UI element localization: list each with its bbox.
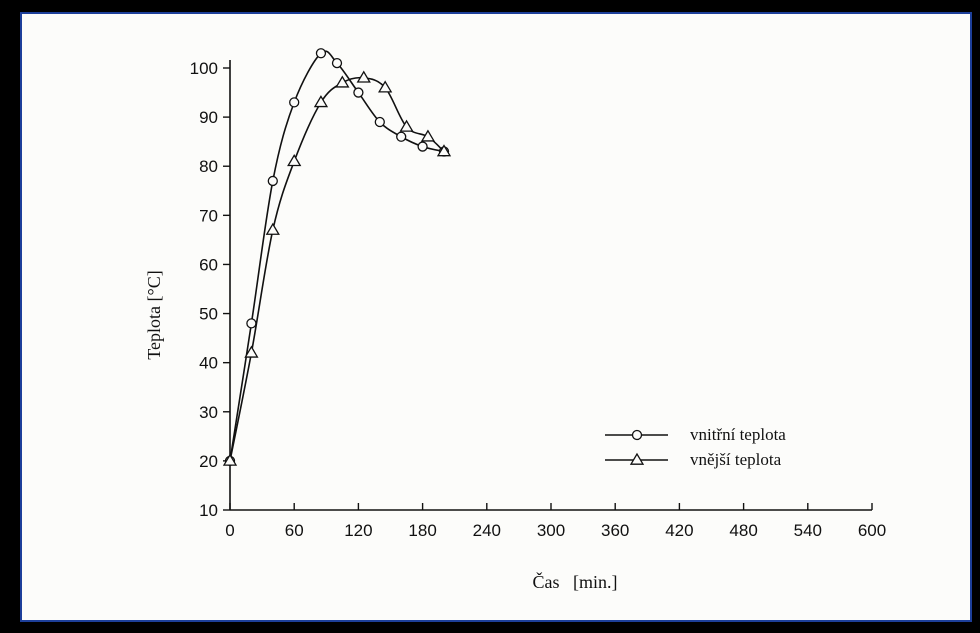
data-point-circle bbox=[289, 97, 300, 108]
data-point-circle bbox=[353, 87, 364, 98]
chart-legend: vnitřní teplota vnější teplota bbox=[605, 425, 786, 469]
data-point-triangle bbox=[287, 154, 302, 167]
y-tick-label: 100 bbox=[190, 59, 218, 78]
y-tick-label: 90 bbox=[199, 108, 218, 127]
data-point-triangle bbox=[313, 95, 329, 108]
legend-label: vnější teplota bbox=[690, 450, 782, 469]
legend-marker-circle bbox=[631, 429, 643, 441]
x-tick-label: 0 bbox=[225, 521, 234, 540]
x-tick-label: 600 bbox=[858, 521, 886, 540]
chart-series bbox=[222, 48, 452, 467]
data-point-circle bbox=[315, 48, 327, 59]
x-tick-label: 540 bbox=[794, 521, 822, 540]
data-point-triangle bbox=[420, 129, 436, 142]
y-tick-label: 70 bbox=[199, 206, 218, 225]
chart-paper bbox=[20, 12, 972, 622]
data-point-circle bbox=[267, 175, 278, 187]
y-tick-label: 60 bbox=[199, 255, 218, 274]
data-point-triangle bbox=[356, 70, 371, 83]
x-tick-label: 300 bbox=[537, 521, 565, 540]
series-vnitrni-teplota bbox=[224, 48, 450, 467]
x-tick-label: 240 bbox=[473, 521, 501, 540]
data-point-triangle bbox=[265, 222, 280, 235]
y-tick-label: 80 bbox=[199, 157, 218, 176]
chart-ticks: 10 20 30 40 50 60 70 80 90 100 0 60 120 180 240 300 360 4… bbox=[190, 59, 887, 540]
legend-marker-triangle bbox=[629, 452, 645, 465]
series-vnejsi-teplota bbox=[222, 70, 452, 466]
data-point-triangle bbox=[222, 453, 238, 466]
data-point-triangle bbox=[378, 80, 393, 93]
x-axis-title: Čas [min.] bbox=[533, 571, 618, 592]
series-line bbox=[229, 50, 445, 462]
x-tick-label: 480 bbox=[729, 521, 757, 540]
data-point-circle bbox=[331, 57, 343, 69]
x-tick-label: 360 bbox=[601, 521, 629, 540]
legend-label: vnitřní teplota bbox=[690, 425, 786, 444]
y-tick-label: 10 bbox=[199, 501, 218, 520]
data-point-triangle bbox=[335, 75, 350, 88]
y-axis-title: Teplota [°C] bbox=[144, 270, 164, 359]
data-point-triangle bbox=[436, 144, 452, 157]
y-tick-label: 50 bbox=[199, 305, 218, 324]
x-tick-label: 60 bbox=[285, 521, 304, 540]
x-tick-label: 180 bbox=[408, 521, 436, 540]
data-point-circle bbox=[417, 141, 428, 152]
data-point-triangle bbox=[244, 345, 259, 358]
data-point-triangle bbox=[399, 119, 414, 132]
data-point-circle bbox=[396, 131, 407, 142]
data-point-circle bbox=[246, 318, 257, 329]
series-line bbox=[229, 76, 445, 462]
data-point-circle bbox=[374, 116, 385, 128]
y-tick-label: 40 bbox=[199, 354, 218, 373]
x-tick-label: 420 bbox=[665, 521, 693, 540]
y-tick-label: 20 bbox=[199, 452, 218, 471]
x-tick-label: 120 bbox=[344, 521, 372, 540]
y-tick-label: 30 bbox=[199, 403, 218, 422]
